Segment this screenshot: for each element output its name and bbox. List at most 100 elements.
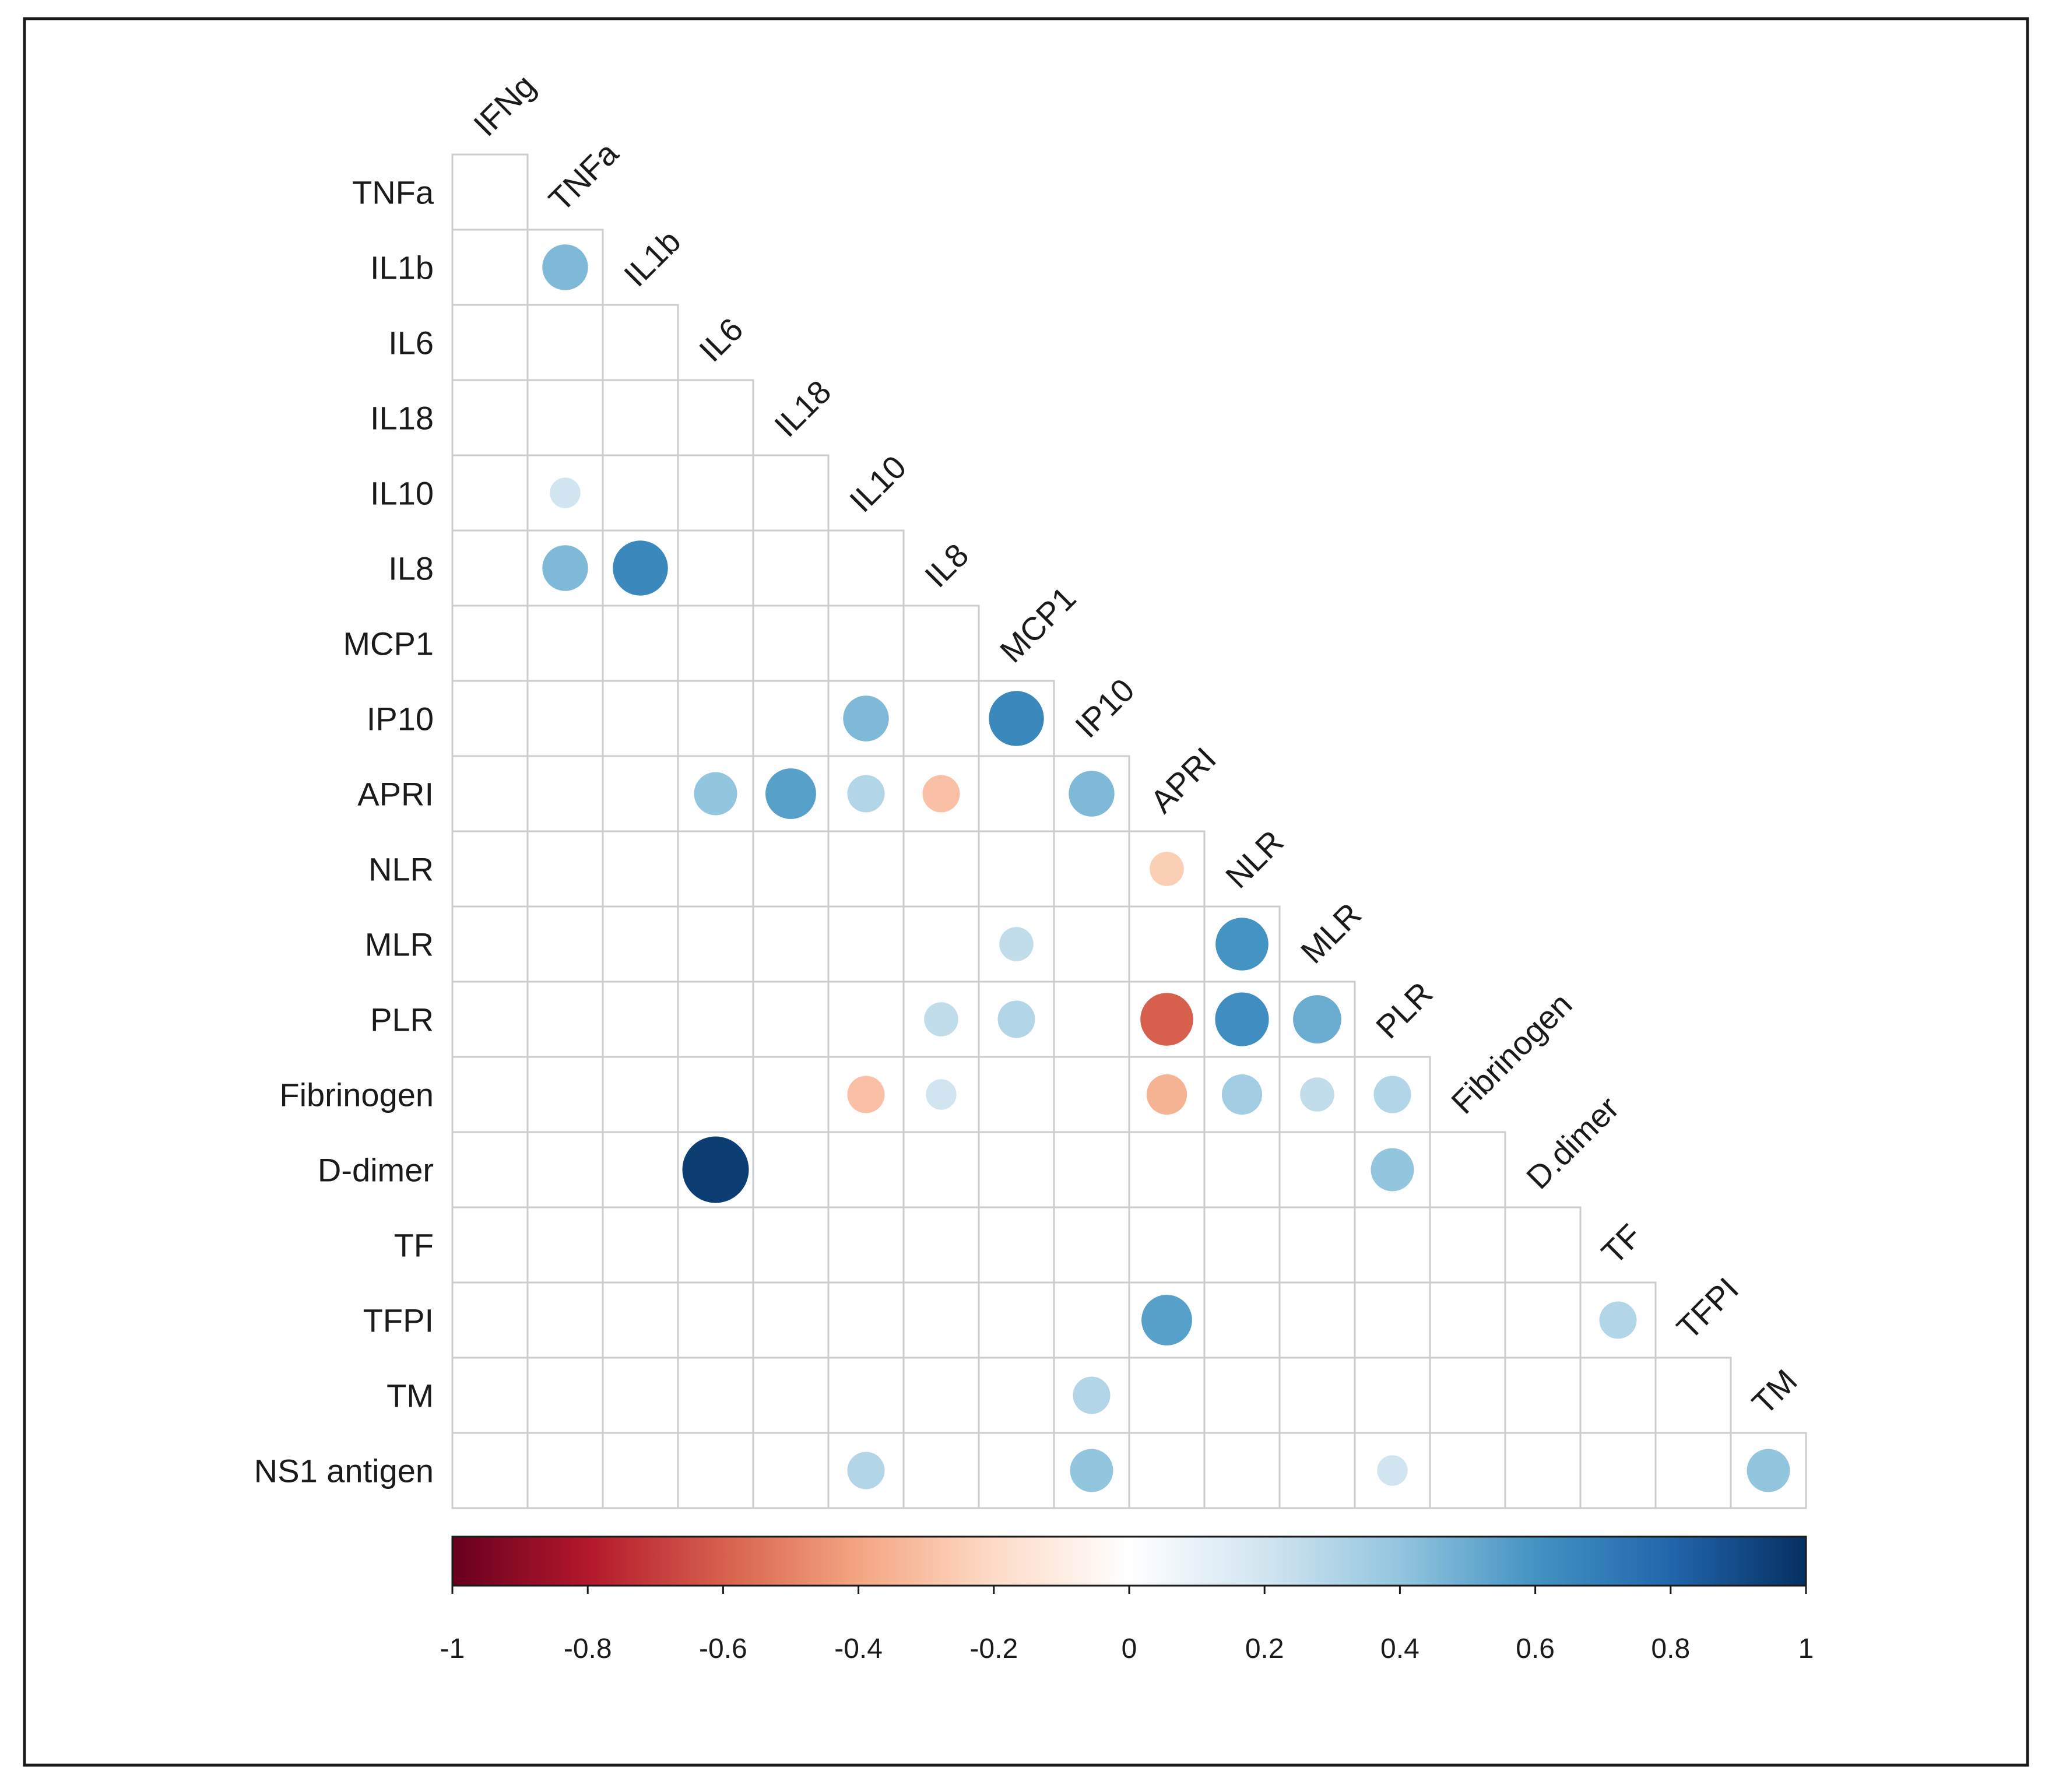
grid-cell — [1654, 1432, 1732, 1509]
grid-cell — [602, 1432, 679, 1509]
grid-cell — [827, 1281, 905, 1359]
row-label-d-dimer: D-dimer — [318, 1152, 434, 1189]
circle-il8-il1b — [613, 540, 668, 596]
grid-cell — [677, 1281, 754, 1359]
grid-cell — [602, 830, 679, 908]
grid-cell — [451, 1056, 529, 1133]
grid-cell — [1128, 1432, 1206, 1509]
grid-cell — [526, 379, 604, 456]
circle-il8-tnfa — [542, 545, 588, 591]
grid-cell — [752, 1131, 830, 1208]
colorbar-tick-label: 0.6 — [1516, 1633, 1555, 1664]
circle-apri-il6 — [694, 772, 737, 816]
grid-cell — [827, 605, 905, 682]
grid-cell — [526, 1432, 604, 1509]
circle-nlr-apri — [1150, 852, 1184, 886]
grid-cell — [1278, 1131, 1356, 1208]
colorbar: -1 -0.8 -0.6 -0.4 -0.2 0 0.2 0.4 0.6 0.8 1 — [440, 1536, 1814, 1664]
grid-cell — [677, 1432, 754, 1509]
row-label-apri: APRI — [357, 776, 434, 813]
colorbar-tick-label: 0.2 — [1245, 1633, 1284, 1664]
grid-cell — [602, 755, 679, 832]
grid-cell — [752, 1357, 830, 1434]
grid-cell — [451, 605, 529, 682]
grid-cell — [602, 981, 679, 1058]
row-label-tm: TM — [386, 1378, 434, 1414]
row-label-tfpi: TFPI — [363, 1302, 434, 1339]
row-label-il18: IL18 — [370, 400, 434, 437]
grid-cell — [1429, 1131, 1506, 1208]
colorbar-tick-label: 0.4 — [1380, 1633, 1419, 1664]
grid-cell — [602, 605, 679, 682]
grid-cell — [1053, 1056, 1130, 1133]
grid-cell — [902, 1281, 980, 1359]
row-label-il10: IL10 — [370, 475, 434, 512]
grid-cell — [752, 981, 830, 1058]
grid-cell — [978, 1056, 1055, 1133]
circle-fibrinogen-apri — [1146, 1074, 1187, 1115]
row-label-plr: PLR — [370, 1002, 434, 1038]
grid-cell — [902, 605, 980, 682]
grid-cell — [978, 1432, 1055, 1509]
grid-cell — [1053, 1131, 1130, 1208]
grid-cell — [602, 680, 679, 757]
grid-cell — [1429, 1206, 1506, 1284]
grid-cell — [827, 981, 905, 1058]
circle-plr-mcp1 — [997, 1000, 1035, 1038]
grid-cell — [1278, 1206, 1356, 1284]
grid-cell — [602, 379, 679, 456]
grid-cell — [902, 830, 980, 908]
grid-cell — [1504, 1432, 1582, 1509]
grid-cell — [1053, 830, 1130, 908]
colorbar-tick-label: -0.6 — [699, 1633, 747, 1664]
grid-cell — [1354, 1357, 1431, 1434]
row-label-ip10: IP10 — [367, 701, 434, 737]
row-label-nlr: NLR — [368, 851, 434, 888]
grid-cell — [752, 1056, 830, 1133]
grid-cell — [752, 605, 830, 682]
grid-cell — [677, 1206, 754, 1284]
row-label-mcp1: MCP1 — [343, 626, 434, 662]
colorbar-gradient — [451, 1536, 1807, 1587]
grid-cell — [451, 680, 529, 757]
grid-cell — [752, 680, 830, 757]
grid-cell — [451, 379, 529, 456]
grid-cell — [752, 529, 830, 607]
circle-fibrinogen-plr — [1373, 1076, 1411, 1113]
grid-cell — [827, 830, 905, 908]
grid-cell — [451, 229, 529, 306]
grid-cell — [978, 755, 1055, 832]
grid-cell — [1504, 1357, 1582, 1434]
grid-cell — [1053, 905, 1130, 983]
grid-cell — [827, 1131, 905, 1208]
correlation-circles — [542, 244, 1790, 1492]
row-label-il6: IL6 — [388, 325, 434, 361]
grid-cell — [526, 1357, 604, 1434]
grid-cell — [902, 1206, 980, 1284]
grid-cell — [752, 905, 830, 983]
grid-cell — [1429, 1281, 1506, 1359]
grid-cell — [1278, 1432, 1356, 1509]
circle-ip10-il10 — [843, 695, 889, 742]
grid-cell — [978, 1281, 1055, 1359]
grid-cell — [602, 1206, 679, 1284]
grid-cell — [451, 1206, 529, 1284]
grid-cell — [1128, 905, 1206, 983]
grid-cell — [1203, 1357, 1281, 1434]
matrix-grid — [451, 153, 1807, 1509]
grid-cell — [526, 1281, 604, 1359]
circle-d-dimer-plr — [1371, 1148, 1414, 1192]
grid-cell — [526, 905, 604, 983]
grid-cell — [451, 905, 529, 983]
grid-cell — [752, 1206, 830, 1284]
circle-mlr-mcp1 — [999, 927, 1034, 961]
grid-cell — [752, 1281, 830, 1359]
grid-cell — [1429, 1432, 1506, 1509]
circle-ns1-antigen-ip10 — [1070, 1449, 1113, 1492]
circle-il1b-tnfa — [542, 244, 588, 290]
grid-cell — [1278, 1357, 1356, 1434]
grid-cell — [451, 830, 529, 908]
colorbar-tick-label: -1 — [440, 1633, 465, 1664]
grid-cell — [1053, 1281, 1130, 1359]
